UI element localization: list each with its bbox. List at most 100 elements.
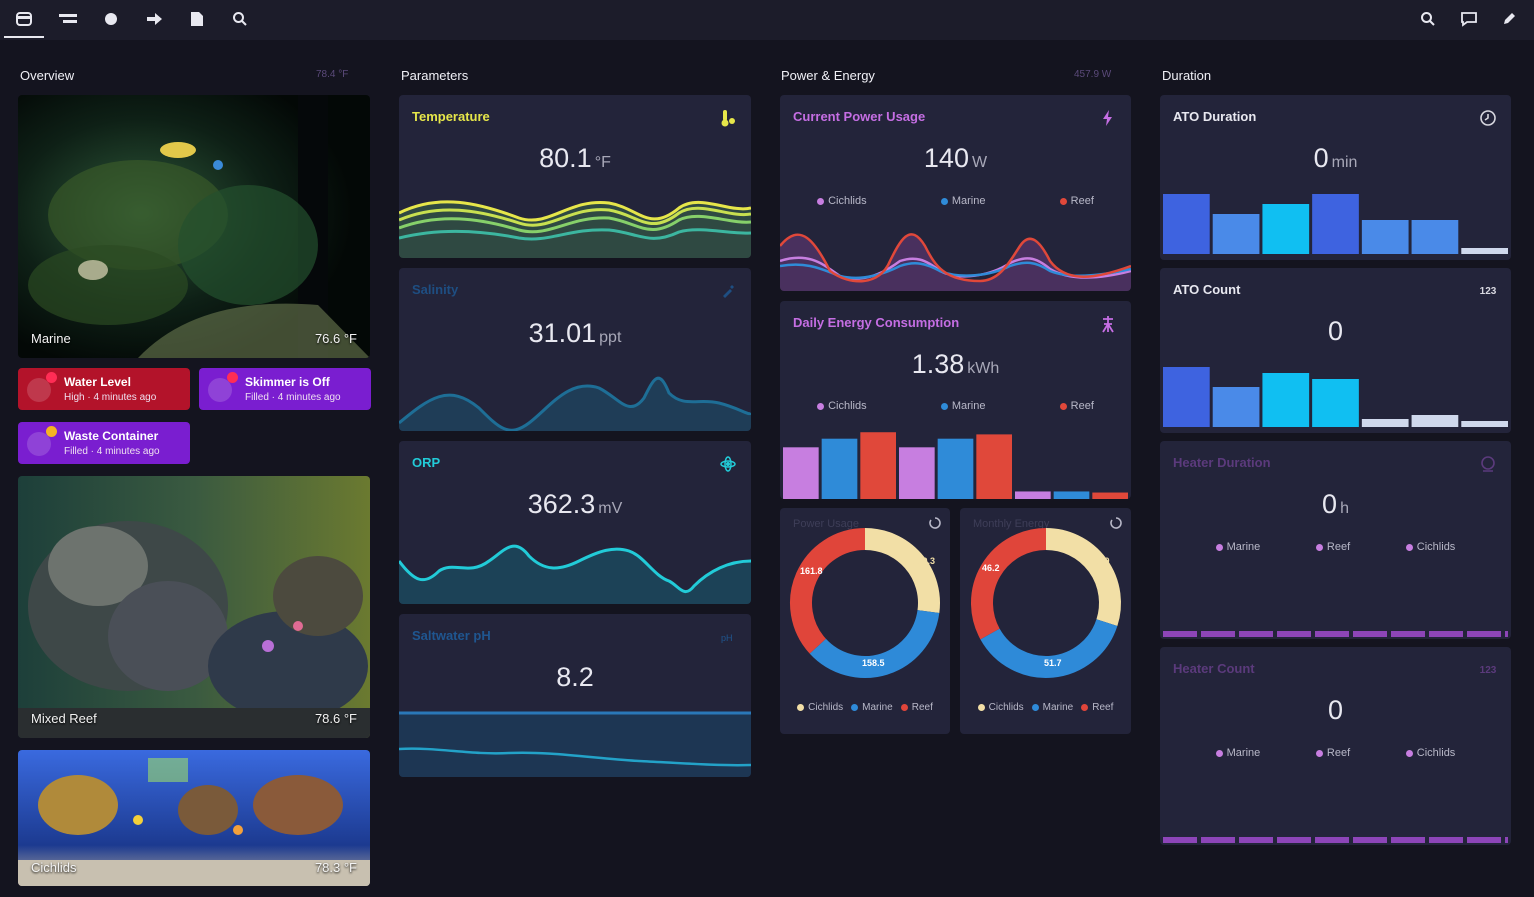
camera-marine[interactable]: Marine 76.6 °F [18,95,370,358]
camera-temp: 78.6 °F [314,711,357,726]
camera-temp: 76.6 °F [314,331,357,346]
salinity-card[interactable]: Salinity 31.01 ppt [399,268,751,431]
legend-cichlids: Cichlids [1405,747,1455,759]
power-usage-donut [790,528,940,678]
thermometer-icon [717,107,739,129]
atom-icon [717,453,739,475]
card-title: Temperature [412,109,490,124]
ph-card[interactable]: Saltwater pH pH 8.2 [399,614,751,777]
refresh-icon[interactable] [1105,512,1127,534]
tower-icon [1097,313,1119,335]
legend-reef: Reef [900,702,933,713]
bar-1 [1163,367,1210,427]
overview-title: Overview [20,68,75,83]
donut-segment-reef [790,528,866,654]
donut-segment-marine [809,609,940,678]
orp-card[interactable]: ORP 362.3 mV [399,441,751,604]
bar-4 [1312,379,1359,427]
usage-donut-legend: Cichlids Marine Reef [780,702,950,713]
legend-cichlids: Cichlids [977,702,1024,713]
ph-sparkline [399,711,751,777]
clock-icon [1477,107,1499,129]
dashboard-icon[interactable] [9,6,39,32]
salinity-value: 31.01 ppt [528,318,622,348]
overview-temp-summary: 78.4 °F [316,69,349,80]
current-power-value: 140 W [923,143,988,173]
parameters-title: Parameters [401,68,469,83]
numeric-icon: 123 [1479,664,1497,676]
bar-4 [899,447,935,499]
legend-marine: Marine [1215,541,1260,553]
legend-cichlids: Cichlids [817,400,867,412]
ato-duration-bar-chart [1163,194,1508,254]
card-title: Heater Duration [1173,455,1271,470]
heater-duration-legend: Marine Reef Cichlids [1160,541,1511,553]
camera-name: Marine [31,331,71,346]
legend-reef: Reef [1059,400,1094,412]
refresh-icon[interactable] [924,512,946,534]
card-title: ORP [412,455,441,470]
bar-9 [1092,492,1128,499]
bar-5 [1361,419,1409,427]
temperature-value: 80.1 °F [539,143,611,173]
legend-marine: Marine [940,195,985,207]
temperature-sparkline [399,200,751,258]
donut-segment-cichlids [1045,528,1121,627]
numeric-icon: 123 [1479,285,1497,297]
lightning-icon [1097,107,1119,129]
alert-indicator-dot [227,372,238,383]
donut-segment-reef [971,528,1047,640]
alert-water-level[interactable]: Water Level High · 4 minutes ago [18,368,190,410]
ato-count-value: 0 [1327,316,1344,346]
camera-name: Mixed Reef [31,711,97,726]
daily-energy-card[interactable]: Daily Energy Consumption 1.38 kWh Cichlid… [780,301,1131,499]
alert-title: Waste Container [64,429,159,443]
bar-6 [976,434,1012,499]
mixed-reef-camera-image [18,476,370,738]
legend-cichlids: Cichlids [797,702,843,713]
power-energy-title: Power & Energy [781,68,875,83]
donut-segment-marine [980,618,1118,678]
legend-reef: Reef [1315,541,1350,553]
ph-value: 8.2 [556,662,594,692]
search-icon[interactable] [1414,6,1442,32]
daily-energy-value: 1.38 kWh [911,349,1000,379]
ato-count-card[interactable]: ATO Count 123 0 [1160,268,1511,433]
card-title: ATO Count [1173,282,1241,297]
donut-segment-cichlids [864,528,940,614]
current-power-card[interactable]: Current Power Usage 140 W Cichlids Marine… [780,95,1131,291]
reef-segment-label: 46.2 [982,563,1000,573]
chat-icon[interactable] [1455,6,1483,32]
alert-waste-container[interactable]: Waste Container Filled · 4 minutes ago [18,422,190,464]
ph-icon: pH [717,626,739,648]
sliders-icon[interactable] [53,6,83,32]
camera-mixed-reef[interactable]: Mixed Reef 78.6 °F [18,476,370,738]
ato-duration-value: 0 min [1313,143,1358,173]
camera-cichlids[interactable]: Cichlids 78.3 °F [18,750,370,886]
alert-skimmer[interactable]: Skimmer is Off Filled · 4 minutes ago [199,368,371,410]
bar-6 [1411,415,1459,427]
pencil-icon[interactable] [1495,6,1523,32]
ato-duration-card[interactable]: ATO Duration 0 min [1160,95,1511,260]
document-icon[interactable] [182,6,212,32]
power-usage-donut-card[interactable]: Power Usage 161.8 158.5 119.3 Cichlids M… [780,508,950,734]
arrow-right-icon[interactable] [139,6,169,32]
monthly-energy-donut-card[interactable]: Monthly Energy 46.2 51.7 41.9 Cichlids M… [960,508,1131,734]
magnify-icon[interactable] [225,6,255,32]
temperature-card[interactable]: Temperature 80.1 °F [399,95,751,258]
svg-text:pH: pH [721,633,733,643]
bar-1 [783,447,819,499]
bar-3 [1262,373,1310,427]
bar-2 [1212,387,1260,427]
heater-count-card[interactable]: Heater Count 123 0 Marine Reef Cichlids [1160,647,1511,845]
orp-sparkline [399,544,751,604]
legend-reef: Reef [1315,747,1350,759]
bar-5 [1361,220,1409,254]
alert-subtitle: Filled · 4 minutes ago [64,446,160,457]
bar-6 [1411,220,1459,254]
marine-camera-image [18,95,370,358]
aquarium-icon[interactable] [96,6,126,32]
card-title: Salinity [412,282,459,297]
